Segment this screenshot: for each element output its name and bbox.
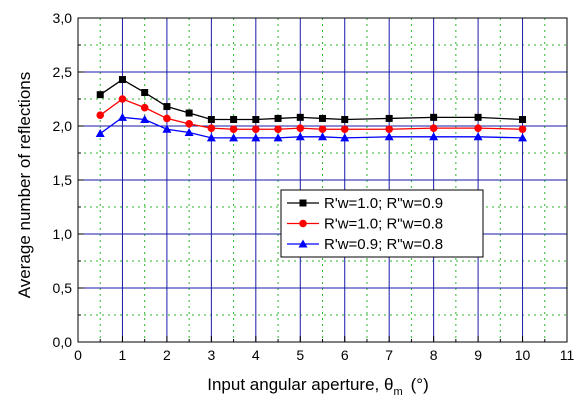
series-3 <box>95 112 528 142</box>
x-tick-label: 3 <box>207 347 215 363</box>
x-tick-label: 1 <box>119 347 127 363</box>
data-point <box>185 109 193 117</box>
legend-label: R'w=1.0; R"w=0.8 <box>324 216 443 233</box>
data-point <box>474 113 482 121</box>
data-point <box>163 114 171 123</box>
data-point <box>385 125 393 134</box>
x-axis-title-subscript: m <box>393 386 402 398</box>
y-tick-label: 1,5 <box>53 172 73 188</box>
data-point <box>206 133 216 142</box>
x-tick-label: 10 <box>515 347 531 363</box>
data-point <box>95 129 105 138</box>
x-tick-label: 4 <box>252 347 260 363</box>
legend-item: R'w=1.0; R"w=0.9 <box>287 195 443 212</box>
data-point <box>429 124 438 132</box>
data-point <box>207 124 216 132</box>
data-point <box>518 125 527 134</box>
y-axis-title: Average number of reflections <box>15 72 34 298</box>
x-axis-title: Input angular aperture, θm (°) <box>207 375 428 398</box>
data-point <box>140 103 149 112</box>
x-tick-label: 5 <box>296 347 304 363</box>
series-line <box>99 78 523 121</box>
data-point <box>274 125 282 134</box>
legend-marker <box>298 239 308 248</box>
data-point <box>96 91 104 99</box>
data-point <box>207 116 215 124</box>
x-axis-title-unit: (°) <box>411 375 429 394</box>
y-tick-label: 0,5 <box>53 280 73 296</box>
data-point <box>296 113 304 121</box>
data-point <box>340 125 349 134</box>
data-point <box>96 111 105 119</box>
data-point <box>118 76 126 84</box>
series-1 <box>96 76 527 124</box>
data-point <box>162 124 172 133</box>
data-point <box>140 115 150 124</box>
data-point <box>229 125 238 134</box>
legend-marker <box>299 219 307 228</box>
x-tick-label: 7 <box>385 347 393 363</box>
y-tick-label: 1,0 <box>53 226 73 242</box>
x-tick-label: 11 <box>560 347 575 363</box>
data-point <box>385 114 393 122</box>
data-point <box>295 132 305 141</box>
legend-label: R'w=0.9; R"w=0.8 <box>324 236 443 253</box>
data-point <box>118 95 127 103</box>
data-point <box>252 125 260 134</box>
data-point <box>141 89 149 97</box>
data-point <box>229 133 239 142</box>
data-point <box>340 133 350 142</box>
data-point <box>341 116 349 124</box>
x-tick-label: 0 <box>74 347 82 363</box>
data-point <box>518 133 528 142</box>
data-point <box>163 103 171 111</box>
y-axis-ticks: 0,0 0,5 1,0 1,5 2,0 2,5 3,0 <box>53 10 84 350</box>
x-axis-ticks: 0 1 2 3 4 5 6 7 8 9 10 11 <box>74 336 574 363</box>
series-line <box>99 98 523 130</box>
y-tick-label: 2,0 <box>53 118 73 134</box>
data-point <box>318 132 327 141</box>
legend-marker <box>299 199 307 207</box>
data-point <box>184 127 194 136</box>
legend: R'w=1.0; R"w=0.9 R'w=1.0; R"w=0.8 R'w=0.9;… <box>280 189 484 258</box>
x-tick-label: 2 <box>163 347 171 363</box>
data-point <box>474 124 482 132</box>
data-point <box>430 113 438 121</box>
legend-label: R'w=1.0; R"w=0.9 <box>324 195 443 212</box>
data-point <box>274 114 282 122</box>
series-line <box>99 116 523 139</box>
data-point <box>473 132 483 141</box>
y-tick-label: 3,0 <box>53 10 73 26</box>
data-point <box>185 120 193 128</box>
legend-box <box>280 189 484 258</box>
data-point <box>230 116 238 124</box>
series-layer <box>95 76 528 142</box>
data-point <box>318 125 327 134</box>
data-point <box>251 133 261 142</box>
data-point <box>117 112 127 121</box>
y-tick-label: 0,0 <box>53 334 73 350</box>
y-tick-label: 2,5 <box>53 64 73 80</box>
series-2 <box>96 95 527 134</box>
data-point <box>319 114 326 122</box>
x-tick-label: 9 <box>474 347 482 363</box>
data-point <box>296 124 305 132</box>
x-tick-label: 6 <box>341 347 349 363</box>
data-point <box>429 132 439 141</box>
data-point <box>273 133 283 142</box>
legend-item: R'w=0.9; R"w=0.8 <box>287 236 443 253</box>
x-tick-label: 8 <box>430 347 438 363</box>
legend-item: R'w=1.0; R"w=0.8 <box>287 216 443 233</box>
data-point <box>252 116 260 124</box>
data-point <box>519 116 527 124</box>
data-point <box>384 132 394 141</box>
